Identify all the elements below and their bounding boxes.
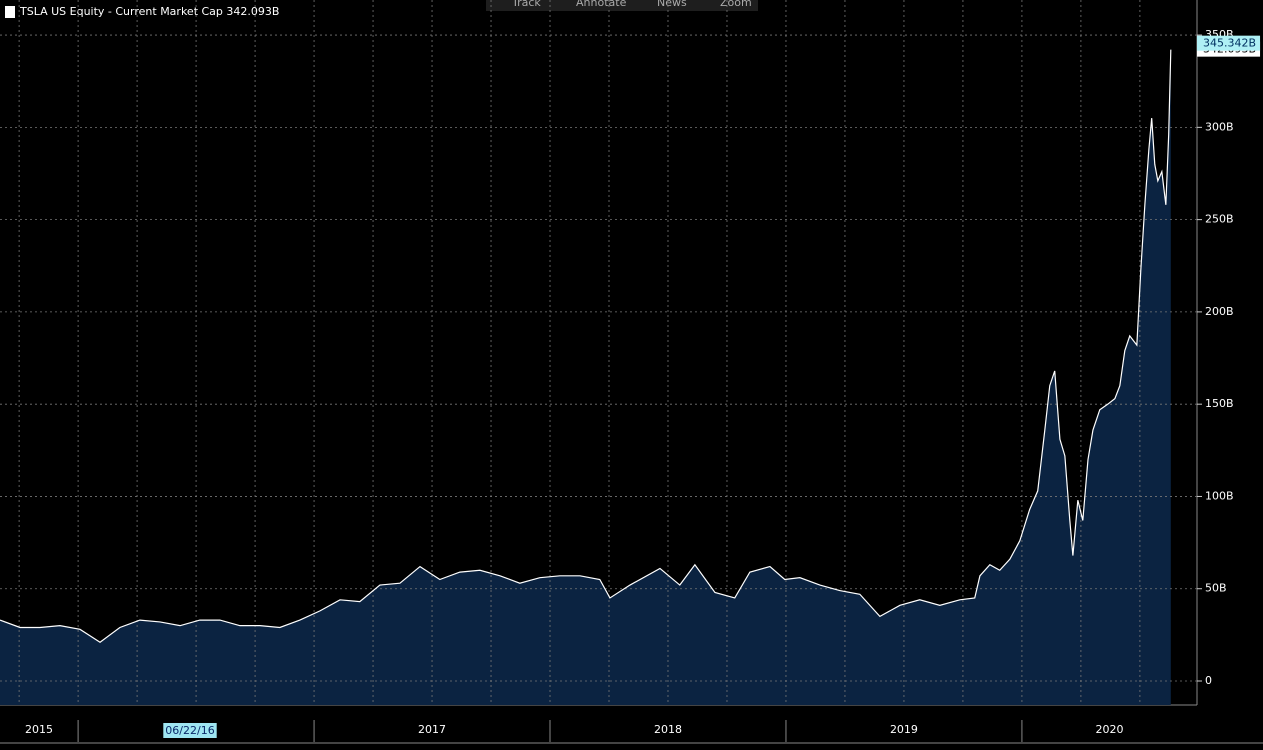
high-value-pointer <box>1197 35 1203 51</box>
x-tick-label: 2017 <box>418 723 446 736</box>
toolbar-button[interactable]: Annotate <box>576 0 627 9</box>
high-value-label: 345.342B <box>1203 37 1256 50</box>
line <box>0 49 1172 643</box>
toolbar <box>486 0 758 11</box>
high-value-box <box>1197 35 1261 51</box>
x-tick-label: 2019 <box>890 723 918 736</box>
y-tick-label: 100B <box>1205 489 1234 502</box>
chart-title: TSLA US Equity - Current Market Cap 342.… <box>19 5 279 18</box>
y-tick-label: 300B <box>1205 120 1234 133</box>
x-tick-label: 2020 <box>1095 723 1123 736</box>
y-tick-label: 0 <box>1205 674 1212 687</box>
toolbar-button[interactable]: Track <box>511 0 541 9</box>
y-tick-label: 250B <box>1205 213 1234 226</box>
toolbar-button[interactable]: News <box>657 0 687 9</box>
area <box>0 49 1171 706</box>
y-tick-label: 150B <box>1205 397 1234 410</box>
y-tick-label: 200B <box>1205 305 1234 318</box>
x-tick-label: 2018 <box>654 723 682 736</box>
cursor-date: 06/22/16 <box>165 724 214 737</box>
legend-swatch <box>5 6 15 18</box>
toolbar-button[interactable]: Zoom <box>720 0 752 9</box>
toolbar-items: Track Annotate News Zoom <box>511 0 752 9</box>
y-tick-label: 50B <box>1205 582 1227 595</box>
x-tick-label: 2015 <box>25 723 53 736</box>
cursor-date-bg <box>163 723 217 738</box>
